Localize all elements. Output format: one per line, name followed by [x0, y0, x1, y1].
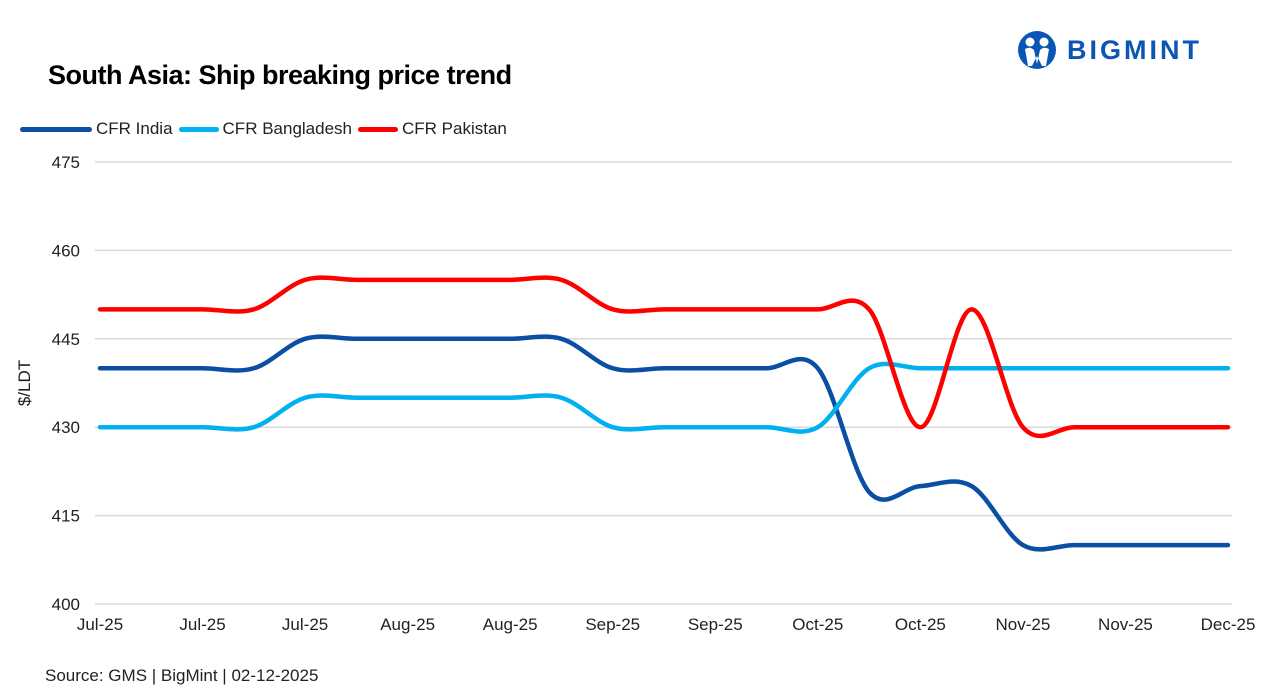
legend-label: CFR Bangladesh: [222, 119, 352, 138]
legend-item-pakistan: CFR Pakistan: [358, 119, 507, 139]
y-tick-label: 400: [52, 595, 80, 614]
legend-item-india: CFR India: [20, 119, 173, 139]
y-tick-label: 475: [52, 153, 80, 172]
y-tick-label: 430: [52, 418, 80, 437]
x-tick-label: Jul-25: [179, 615, 225, 634]
x-tick-label: Oct-25: [895, 615, 946, 634]
legend-label: CFR Pakistan: [402, 119, 507, 138]
x-tick-label: Nov-25: [996, 615, 1051, 634]
legend: CFR India CFR Bangladesh CFR Pakistan: [20, 119, 507, 139]
bigmint-logo: BIGMINT: [1017, 30, 1202, 70]
x-tick-label: Oct-25: [792, 615, 843, 634]
series-line-cfr-bangladesh: [97, 361, 1231, 434]
x-tick-label: Jul-25: [77, 615, 123, 634]
legend-swatch: [20, 126, 92, 132]
legend-swatch: [178, 126, 219, 132]
y-axis-label: $/LDT: [15, 360, 34, 406]
legend-item-bangladesh: CFR Bangladesh: [178, 119, 352, 139]
x-tick-label: Sep-25: [585, 615, 640, 634]
legend-swatch: [358, 126, 398, 132]
source-note: Source: GMS | BigMint | 02-12-2025: [45, 666, 319, 685]
x-tick-label: Aug-25: [380, 615, 435, 634]
legend-label: CFR India: [96, 119, 173, 138]
chart-title: South Asia: Ship breaking price trend: [48, 60, 512, 90]
bigmint-logo-icon: [1018, 31, 1056, 69]
x-tick-label: Jul-25: [282, 615, 328, 634]
series-line-cfr-pakistan: [97, 275, 1231, 439]
x-tick-label: Dec-25: [1201, 615, 1256, 634]
x-tick-label: Sep-25: [688, 615, 743, 634]
bigmint-logo-text: BIGMINT: [1067, 34, 1202, 65]
y-tick-label: 445: [52, 330, 80, 349]
x-tick-label: Nov-25: [1098, 615, 1153, 634]
y-tick-label: 460: [52, 241, 80, 260]
x-tick-label: Aug-25: [483, 615, 538, 634]
y-tick-label: 415: [52, 507, 80, 526]
series-line-cfr-india: [97, 334, 1231, 552]
